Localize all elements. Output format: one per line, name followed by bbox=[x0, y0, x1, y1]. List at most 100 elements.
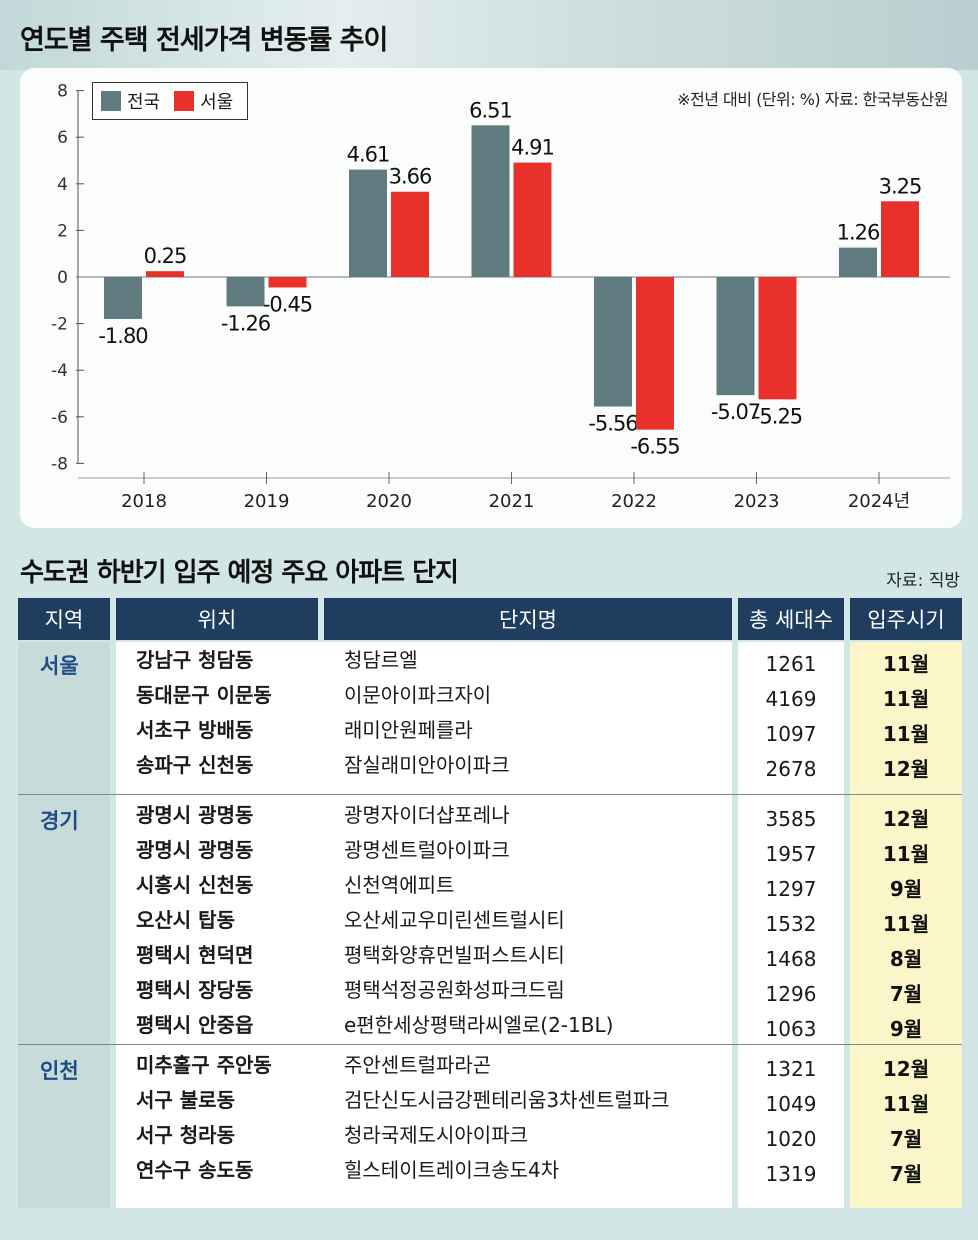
cell-complex: 힐스테이트레이크송도4차 bbox=[344, 1158, 560, 1182]
cell-households: 1020 bbox=[765, 1127, 817, 1151]
location-complex-column-bg bbox=[116, 642, 732, 1208]
bar-seoul bbox=[758, 277, 797, 400]
data-label-seoul: 3.66 bbox=[389, 165, 432, 189]
y-tick-label: 0 bbox=[57, 268, 68, 288]
cell-location: 연수구 송도동 bbox=[136, 1158, 254, 1182]
cell-complex: 래미안원페를라 bbox=[344, 718, 473, 742]
y-tick-label: -8 bbox=[51, 454, 68, 474]
data-label-seoul: 0.25 bbox=[144, 244, 187, 268]
cell-move-in: 12월 bbox=[882, 807, 930, 831]
bar-national bbox=[226, 277, 265, 307]
data-label-seoul: -6.55 bbox=[630, 435, 679, 459]
cell-location: 서구 불로동 bbox=[136, 1088, 235, 1112]
header-households: 총 세대수 bbox=[738, 598, 844, 640]
header-background bbox=[0, 0, 978, 70]
cell-move-in: 11월 bbox=[882, 687, 930, 711]
cell-location: 강남구 청담동 bbox=[136, 648, 254, 672]
cell-households: 1049 bbox=[765, 1092, 817, 1116]
data-label-national: -5.56 bbox=[588, 412, 638, 436]
bar-chart: 8 6 4 2 0 -2 -4 -6 -8 2018 -1.80 0.25 2019 -1.26-0.45… bbox=[51, 82, 950, 512]
cell-location: 서구 청라동 bbox=[136, 1123, 235, 1147]
cell-households: 1468 bbox=[765, 947, 817, 971]
region-label: 서울 bbox=[40, 654, 79, 678]
data-label-national: 4.61 bbox=[347, 143, 390, 167]
chart-title: 연도별 주택 전세가격 변동률 추이 bbox=[20, 25, 388, 56]
y-tick-label: 8 bbox=[57, 82, 68, 102]
y-tick-label: -2 bbox=[51, 315, 68, 335]
header-region: 지역 bbox=[18, 598, 110, 640]
x-tick-label: 2020 bbox=[366, 491, 412, 512]
cell-move-in: 11월 bbox=[882, 1092, 930, 1116]
group-separator bbox=[18, 1044, 962, 1045]
bar-national bbox=[104, 277, 142, 319]
cell-location: 시흥시 신천동 bbox=[136, 873, 254, 897]
bar-seoul bbox=[636, 277, 674, 430]
cell-location: 평택시 장당동 bbox=[136, 978, 254, 1002]
legend-swatch-national bbox=[101, 91, 121, 111]
bar-seoul bbox=[513, 162, 552, 277]
cell-location: 광명시 광명동 bbox=[136, 838, 254, 862]
header-complex: 단지명 bbox=[324, 598, 732, 640]
x-tick-label: 2021 bbox=[489, 491, 535, 512]
data-label-seoul: 3.25 bbox=[879, 174, 922, 198]
cell-location: 광명시 광명동 bbox=[136, 803, 254, 827]
cell-households: 4169 bbox=[765, 687, 817, 711]
move-in-column-bg bbox=[850, 642, 962, 1208]
y-tick-label: -4 bbox=[51, 361, 68, 381]
table-title: 수도권 하반기 입주 예정 주요 아파트 단지 bbox=[20, 558, 459, 588]
cell-move-in: 11월 bbox=[882, 652, 930, 676]
bar-national bbox=[839, 247, 877, 277]
cell-complex: 광명센트럴아이파크 bbox=[344, 838, 510, 862]
y-tick-label: 4 bbox=[57, 175, 68, 195]
y-tick-label: -6 bbox=[51, 408, 68, 428]
data-label-national: -1.80 bbox=[98, 324, 147, 348]
data-label-seoul: 4.91 bbox=[511, 136, 554, 160]
y-tick-label: 2 bbox=[57, 221, 68, 241]
x-tick-label: 2019 bbox=[244, 491, 290, 512]
bar-seoul bbox=[881, 201, 919, 277]
cell-complex: 이문아이파크자이 bbox=[344, 683, 492, 707]
x-tick-label: 2024년 bbox=[848, 491, 910, 512]
cell-move-in: 8월 bbox=[889, 947, 923, 971]
region-label: 인천 bbox=[40, 1059, 79, 1083]
cell-move-in: 11월 bbox=[882, 722, 930, 746]
header-location: 위치 bbox=[116, 598, 318, 640]
chart-source-note: ※전년 대비 (단위: %) 자료: 한국부동산원 bbox=[677, 90, 948, 109]
cell-complex: 주안센트럴파라곤 bbox=[344, 1053, 492, 1077]
cell-move-in: 9월 bbox=[889, 1017, 923, 1041]
region-column-bg bbox=[18, 642, 110, 1208]
bar-seoul bbox=[146, 271, 184, 277]
x-tick-label: 2018 bbox=[121, 491, 167, 512]
bar-national bbox=[471, 125, 510, 277]
cell-location: 미추홀구 주안동 bbox=[136, 1053, 272, 1077]
table-source: 자료: 직방 bbox=[886, 571, 960, 591]
cell-households: 1097 bbox=[765, 722, 817, 746]
households-column-bg bbox=[738, 642, 844, 1208]
legend-label-national: 전국 bbox=[127, 92, 161, 113]
cell-complex: 평택화양휴먼빌퍼스트시티 bbox=[344, 943, 565, 967]
cell-complex: 오산세교우미린센트럴시티 bbox=[344, 908, 565, 932]
cell-complex: 평택석정공원화성파크드림 bbox=[344, 978, 565, 1002]
data-label-seoul: -0.45 bbox=[263, 292, 312, 316]
cell-move-in: 9월 bbox=[889, 877, 923, 901]
cell-households: 1532 bbox=[765, 912, 817, 936]
y-tick-label: 6 bbox=[57, 128, 68, 148]
cell-households: 1296 bbox=[765, 982, 817, 1006]
cell-complex: 신천역에피트 bbox=[344, 873, 455, 897]
group-separator bbox=[18, 794, 962, 795]
cell-complex: 광명자이더샵포레나 bbox=[344, 803, 510, 827]
data-label-seoul: -5.25 bbox=[753, 404, 802, 428]
cell-move-in: 11월 bbox=[882, 912, 930, 936]
cell-complex: 청라국제도시아이파크 bbox=[344, 1123, 528, 1147]
legend-item-seoul: 서울 bbox=[174, 88, 233, 114]
cell-location: 평택시 안중읍 bbox=[136, 1013, 254, 1037]
cell-households: 1297 bbox=[765, 877, 817, 901]
cell-move-in: 12월 bbox=[882, 1057, 930, 1081]
bar-seoul bbox=[391, 191, 429, 277]
data-label-national: -5.07 bbox=[711, 400, 760, 424]
cell-households: 3585 bbox=[765, 807, 817, 831]
cell-move-in: 7월 bbox=[889, 982, 923, 1006]
cell-households: 1261 bbox=[765, 652, 817, 676]
data-label-national: 1.26 bbox=[837, 221, 880, 245]
legend-item-national: 전국 bbox=[101, 88, 160, 114]
